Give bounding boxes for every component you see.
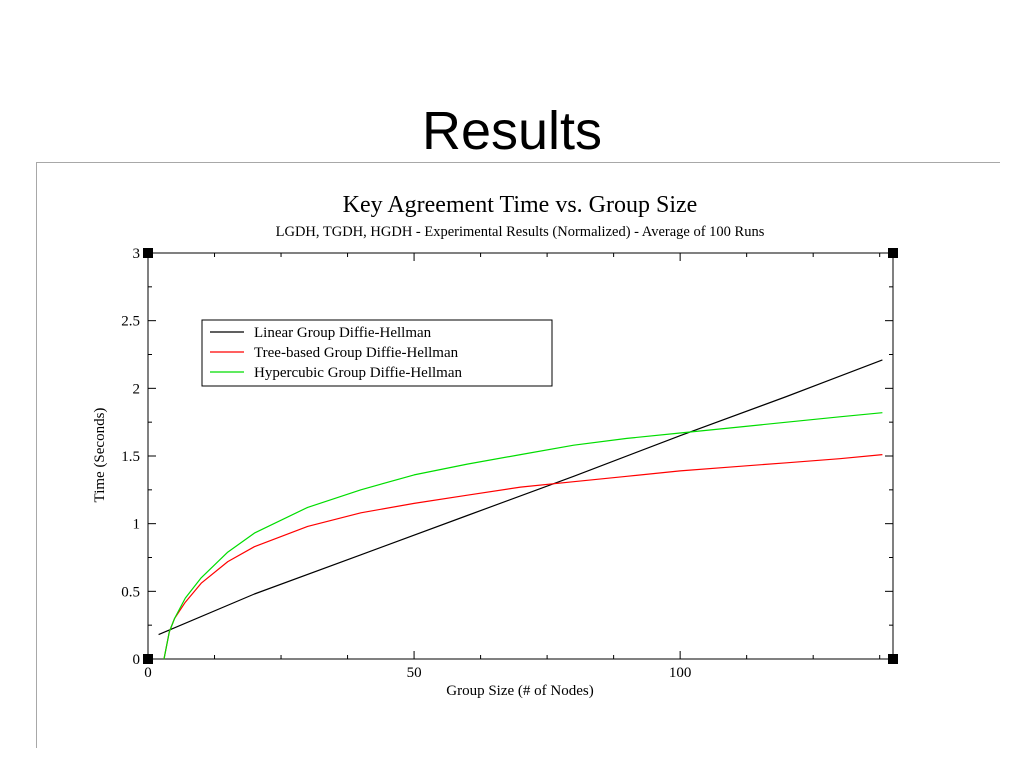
legend-label: Tree-based Group Diffie-Hellman <box>254 345 459 361</box>
x-tick-label: 100 <box>669 665 692 681</box>
frame-top-border <box>36 162 1000 163</box>
y-tick-label: 2 <box>133 381 141 397</box>
frame-left-border <box>36 162 37 748</box>
legend-label: Hypercubic Group Diffie-Hellman <box>254 365 462 381</box>
series-lines <box>158 359 883 660</box>
y-tick-label: 1.5 <box>121 449 140 465</box>
y-tick-label: 2.5 <box>121 314 140 330</box>
legend: Linear Group Diffie-Hellman Tree-based Gr… <box>201 319 553 387</box>
legend-label: Linear Group Diffie-Hellman <box>254 325 432 341</box>
x-axis-label: Group Size (# of Nodes) <box>446 683 593 699</box>
y-tick-label: 0.5 <box>121 584 140 600</box>
x-tick-label: 0 <box>144 665 152 681</box>
y-axis-label: Time (Seconds) <box>92 408 108 503</box>
series-line-3 <box>163 412 883 660</box>
chart-title: Key Agreement Time vs. Group Size <box>343 192 698 218</box>
legend-box <box>201 319 553 387</box>
y-tick-label: 3 <box>133 246 141 262</box>
y-tick-label: 0 <box>133 652 141 668</box>
y-tick-label: 1 <box>133 517 141 533</box>
plot-frame <box>147 252 894 660</box>
chart-subtitle: LGDH, TGDH, HGDH - Experimental Results … <box>276 224 765 240</box>
axes: 0 50 100 0 0.5 1 1.5 2 2.5 3 <box>121 246 898 681</box>
x-tick-label: 50 <box>407 665 422 681</box>
slide-title: Results <box>421 101 603 161</box>
series-line-1 <box>158 359 883 636</box>
series-line-2 <box>163 454 883 660</box>
